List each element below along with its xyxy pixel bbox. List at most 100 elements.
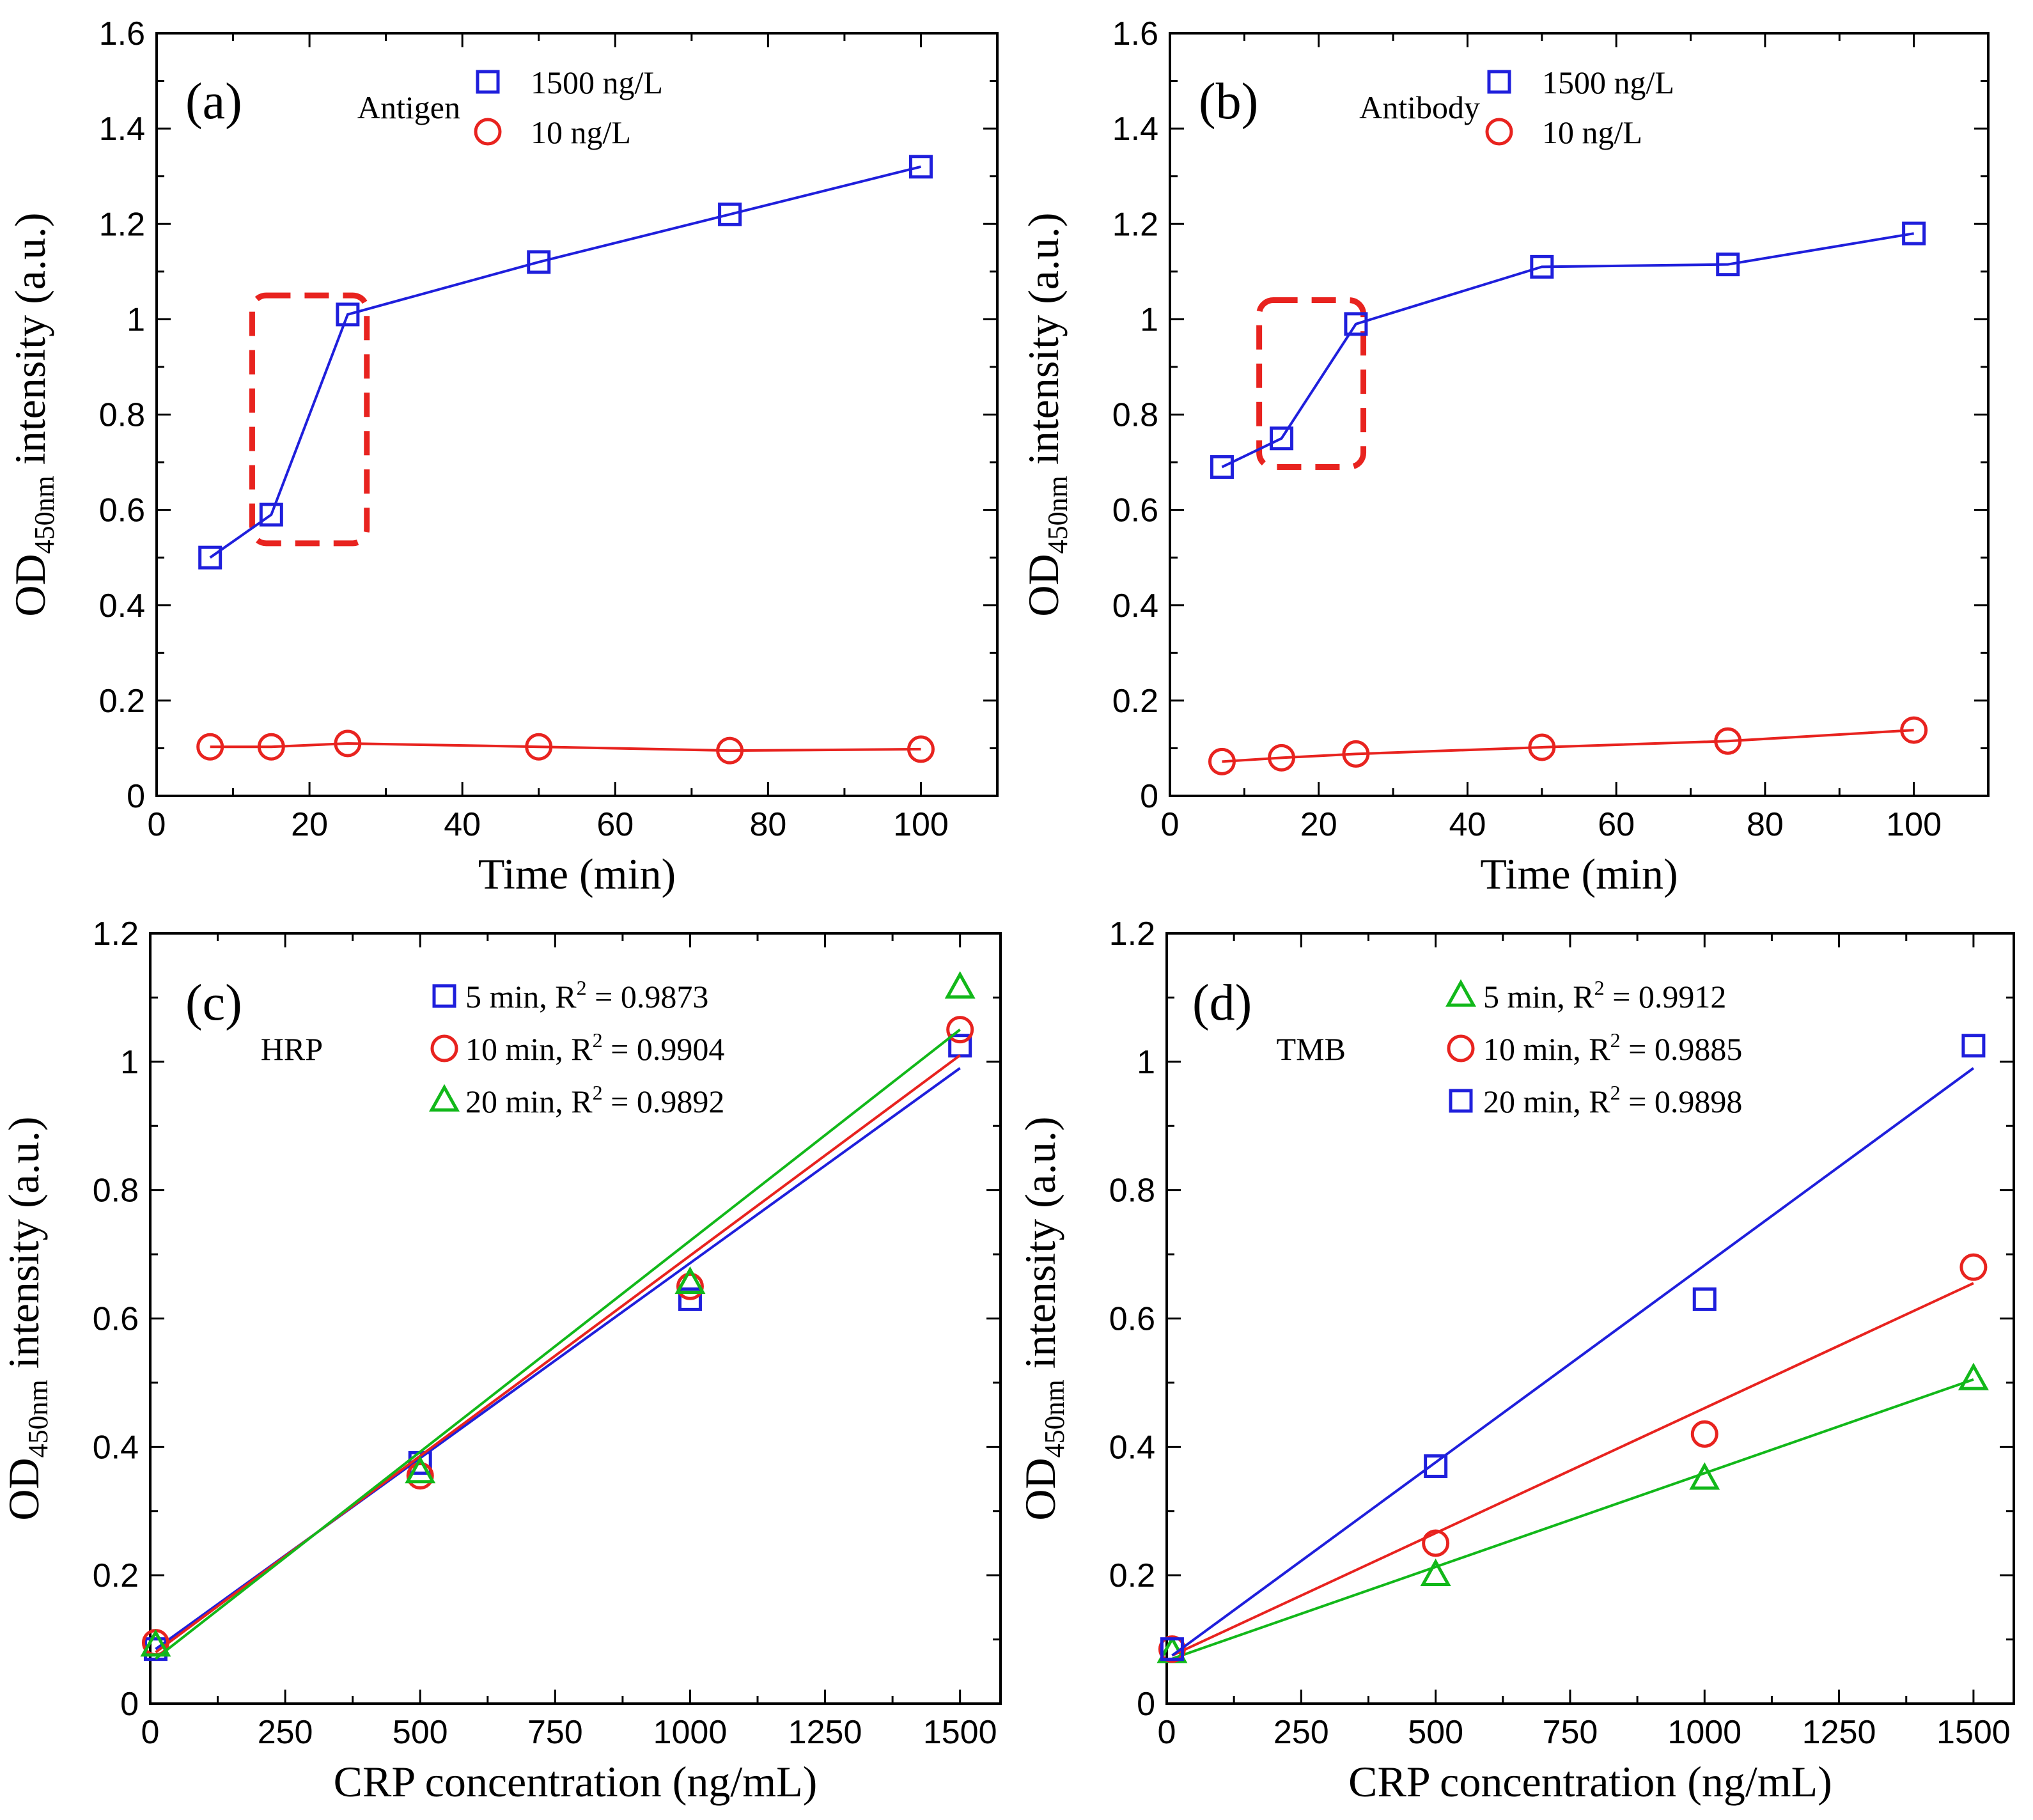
x-tick-label: 1500: [923, 1714, 997, 1751]
data-point: [1342, 740, 1370, 768]
legend-entry-name: 10 min, R: [465, 1031, 593, 1067]
legend-entry-name: 1500 ng/L: [1542, 65, 1674, 100]
x-tick-label: 0: [148, 806, 166, 843]
series-line: [1221, 232, 1914, 469]
data-point: [1424, 1454, 1448, 1478]
legend-entry: 1500 ng/L: [531, 65, 663, 100]
data-point: [1959, 1253, 1988, 1281]
data-point: [908, 155, 933, 179]
y-tick-label: 1: [1137, 1044, 1155, 1081]
y-tick-label: 1.4: [99, 111, 145, 148]
legend-entry-r2: = 0.9904: [603, 1031, 725, 1067]
x-axis-title: Time (min): [478, 850, 676, 898]
legend-entry: 20 min, R2 = 0.9898: [1483, 1081, 1742, 1119]
legend-entry-name: 20 min, R: [1483, 1084, 1610, 1119]
series-3: [140, 971, 976, 1660]
y-axis-title-main: OD: [1016, 1458, 1064, 1520]
legend-entry-sup: 2: [593, 1081, 603, 1104]
legend-marker: [476, 70, 500, 94]
legend-entry-r2: = 0.9898: [1621, 1084, 1743, 1119]
data-point: [257, 733, 285, 761]
y-tick-label: 0.6: [1112, 492, 1158, 529]
legend-title: HRP: [261, 1031, 323, 1067]
legend-marker: [1487, 70, 1511, 94]
data-point: [674, 1266, 706, 1295]
y-axis-title-tail: intensity (a.u.): [6, 212, 54, 476]
x-tick-label: 100: [1886, 806, 1942, 843]
x-tick-label: 750: [1543, 1714, 1598, 1751]
legend-entry-sup: 2: [593, 1029, 603, 1052]
chart-panel-4: 0 250 500 750 1000 1250 1500 0 0.2 0.4 0.6 0.8 1 1.2 C…: [1016, 915, 2015, 1806]
legend-entry-sup: 2: [1594, 976, 1605, 999]
y-axis-title: OD450nm intensity (a.u.): [1019, 212, 1073, 616]
legend-entry-name: 10 ng/L: [531, 114, 631, 150]
data-point: [1714, 727, 1742, 755]
y-tick-label: 1: [120, 1044, 139, 1081]
legend-marker: [1449, 1089, 1473, 1113]
legend-entry: 5 min, R2 = 0.9912: [1483, 976, 1726, 1015]
y-tick-label: 1.4: [1112, 111, 1158, 148]
y-tick-label: 0.8: [99, 397, 145, 434]
chart-panel-3: 0 250 500 750 1000 1250 1500 0 0.2 0.4 0.6 0.8 1 1.2 C…: [0, 915, 1002, 1806]
y-axis-title-sub: 450nm: [1042, 476, 1073, 554]
legend-entry-name: 1500 ng/L: [531, 65, 663, 100]
data-point: [259, 502, 283, 527]
y-tick-label: 0.4: [93, 1429, 139, 1466]
series-3: [1160, 1034, 1986, 1661]
legend-marker: [474, 118, 502, 146]
x-tick-label: 20: [1300, 806, 1337, 843]
legend-marker: [1485, 118, 1513, 146]
legend-entry-r2: = 0.9912: [1605, 979, 1727, 1015]
y-axis-title-sub: 450nm: [22, 1380, 54, 1458]
y-tick-label: 1: [1140, 301, 1158, 338]
highlight-box: [249, 292, 370, 547]
data-point: [1530, 254, 1554, 279]
legend-entry: 1500 ng/L: [1542, 65, 1674, 100]
series-2: [1158, 1253, 1988, 1663]
y-tick-label: 0.4: [1109, 1429, 1155, 1466]
data-point: [1902, 221, 1926, 245]
legend-marker: [432, 984, 456, 1008]
data-point: [944, 971, 976, 999]
y-axis-title-main: OD: [0, 1458, 48, 1520]
data-point: [1961, 1034, 1986, 1058]
y-tick-label: 0.2: [93, 1557, 139, 1594]
y-tick-label: 1.6: [99, 15, 145, 52]
x-tick-label: 80: [1747, 806, 1784, 843]
series-1: [143, 1034, 972, 1661]
series-line: [1222, 729, 1914, 763]
fit-line: [155, 1029, 961, 1660]
data-point: [336, 302, 360, 327]
series-1: [1157, 1362, 1989, 1663]
series-1: [198, 155, 933, 570]
legend-entry-r2: = 0.9873: [587, 979, 709, 1015]
y-axis-title: OD450nm intensity (a.u.): [1016, 1116, 1070, 1520]
x-tick-label: 60: [1598, 806, 1635, 843]
series-2: [1208, 716, 1928, 775]
chart-panel-2: 0 20 40 60 80 100 0 0.2 0.4 0.6 0.8 1 1.2 1.4 1.6 Time …: [1019, 15, 1990, 898]
data-point: [334, 729, 362, 758]
data-point: [1692, 1287, 1717, 1311]
x-tick-label: 1250: [788, 1714, 862, 1751]
data-point: [946, 1016, 974, 1044]
x-tick-label: 60: [596, 806, 634, 843]
y-tick-label: 0.2: [1109, 1557, 1155, 1594]
x-tick-label: 1000: [653, 1714, 728, 1751]
legend-entry-name: 5 min, R: [465, 979, 577, 1015]
x-tick-label: 100: [893, 806, 949, 843]
y-tick-label: 1: [127, 301, 145, 338]
panel-label: (b): [1199, 74, 1258, 130]
x-tick-label: 1000: [1667, 1714, 1741, 1751]
data-point: [907, 735, 935, 763]
y-tick-label: 1.2: [1112, 206, 1158, 243]
y-tick-label: 0.2: [1112, 683, 1158, 720]
legend-entry-sup: 2: [577, 976, 587, 999]
data-point: [525, 733, 553, 761]
legend-title: Antigen: [357, 89, 460, 125]
y-tick-label: 1.6: [1112, 15, 1158, 52]
data-point: [527, 250, 551, 274]
legend-entry: 10 ng/L: [531, 114, 631, 150]
y-tick-label: 1.2: [93, 915, 139, 953]
